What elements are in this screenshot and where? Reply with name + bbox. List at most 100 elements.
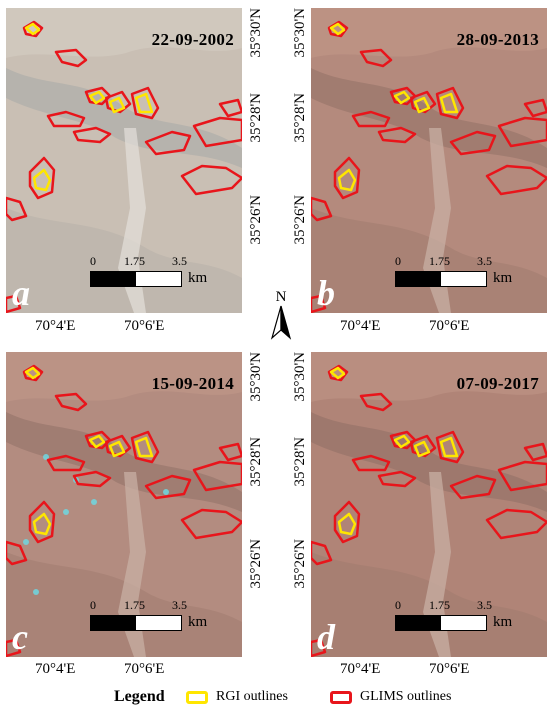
north-arrow-label: N: [276, 289, 287, 305]
glims-outline: [359, 48, 393, 68]
scale-tick-2: 3.5: [172, 254, 187, 268]
shadow-valley: [311, 68, 547, 168]
scale-bar-graphic: [395, 615, 487, 631]
glims-outline: [130, 430, 160, 464]
scale-tick-0: 0: [90, 254, 96, 268]
glims-outline: [6, 540, 28, 566]
valley-floor: [118, 128, 146, 313]
glims-outline: [449, 474, 497, 500]
legend-rgi-label: RGI outlines: [216, 689, 288, 704]
snow-patch: [63, 509, 69, 515]
lat-label-35-26-bottom-right: 35°26'N: [292, 539, 308, 589]
rgi-outline: [88, 434, 106, 449]
glims-outline: [46, 110, 86, 128]
snow-patch: [91, 499, 97, 505]
map-panel-d: 07-09-2017 d 0 1.75 3.5 km: [311, 352, 547, 657]
glims-outline: [497, 116, 547, 148]
glims-outline: [218, 98, 242, 118]
glims-outline: [449, 130, 497, 156]
rgi-outline: [134, 436, 154, 458]
glims-outline: [192, 460, 242, 492]
date-label-a: 22-09-2002: [151, 30, 234, 49]
glims-outline: [28, 156, 56, 200]
rgi-outline: [413, 440, 431, 458]
legend-title: Legend: [114, 688, 165, 705]
rgi-outline: [439, 436, 459, 458]
shadow-valley: [6, 412, 242, 512]
rgi-outline: [329, 22, 346, 36]
scale-bar-graphic: [395, 271, 487, 287]
lon-label-70-6-bottom-left: 70°6'E: [124, 661, 165, 677]
rgi-outline: [108, 96, 126, 114]
date-label-b: 28-09-2013: [456, 30, 539, 49]
lat-label-35-28-bottom-left: 35°28'N: [248, 437, 264, 487]
upper-ridge: [6, 352, 242, 402]
glims-outline: [523, 442, 547, 462]
panel-letter-c: c: [12, 617, 28, 657]
scale-bar-graphic: [90, 271, 182, 287]
glims-outline: [144, 130, 192, 156]
scale-tick-1: 1.75: [124, 254, 145, 268]
valley-floor: [423, 472, 451, 657]
north-arrow-left-half: [270, 305, 282, 340]
glims-outline: [485, 508, 547, 540]
glims-outline: [46, 454, 86, 472]
upper-ridge: [311, 352, 547, 402]
rgi-outline: [439, 92, 459, 114]
rgi-outline: [108, 440, 126, 458]
glims-outline: [351, 454, 391, 472]
scale-tick-1: 1.75: [124, 598, 145, 612]
date-label-d: 07-09-2017: [456, 374, 539, 393]
lat-label-35-28-top-left: 35°28'N: [248, 93, 264, 143]
glims-outline: [333, 500, 361, 544]
scale-bar-c: 0 1.75 3.5 km: [90, 598, 240, 642]
rgi-outline: [413, 96, 431, 114]
glims-outline: [6, 638, 22, 657]
rgi-outline: [337, 168, 357, 192]
glims-outline: [485, 164, 547, 196]
snow-patch: [23, 539, 29, 545]
lat-label-35-26-top-right: 35°26'N: [292, 195, 308, 245]
lon-label-70-4-top-left: 70°4'E: [35, 318, 76, 334]
scale-bar-graphic: [90, 615, 182, 631]
scale-tick-2: 3.5: [172, 598, 187, 612]
legend: Legend RGI outlines GLIMS outlines: [0, 686, 550, 710]
glims-outline: [359, 392, 393, 412]
rgi-outline: [393, 90, 411, 105]
panel-letter-d: d: [317, 617, 335, 657]
satellite-image-b: [311, 8, 547, 313]
glims-outline: [6, 196, 28, 222]
upper-ridge: [6, 8, 242, 58]
glims-outline: [311, 196, 333, 222]
map-panel-a: 22-09-2002 a 0 1.75 3.5 km: [6, 8, 242, 313]
shadow-valley: [6, 68, 242, 168]
rgi-outline: [32, 512, 52, 536]
valley-floor: [118, 472, 146, 657]
glims-outline: [351, 110, 391, 128]
scale-tick-0: 0: [90, 598, 96, 612]
glims-outline: [180, 508, 242, 540]
scale-unit: km: [188, 614, 208, 630]
lon-label-70-4-bottom-right: 70°4'E: [340, 661, 381, 677]
rgi-outline: [393, 434, 411, 449]
glims-outline: [192, 116, 242, 148]
glims-outline: [144, 474, 192, 500]
lat-label-35-30-top-left: 35°30'N: [248, 8, 264, 58]
scale-tick-1: 1.75: [429, 598, 450, 612]
glims-outline: [72, 470, 112, 488]
rgi-outline: [24, 22, 41, 36]
glims-outline: [54, 392, 88, 412]
legend-glims-swatch: [330, 691, 352, 704]
scale-tick-1: 1.75: [429, 254, 450, 268]
scale-unit: km: [188, 270, 208, 286]
snow-patch: [43, 454, 49, 460]
scale-unit: km: [493, 270, 513, 286]
glims-outline: [180, 164, 242, 196]
glims-outline: [218, 442, 242, 462]
lon-label-70-4-top-right: 70°4'E: [340, 318, 381, 334]
rgi-outline: [329, 366, 346, 380]
lon-label-70-4-bottom-left: 70°4'E: [35, 661, 76, 677]
lat-label-35-30-top-right: 35°30'N: [292, 8, 308, 58]
glims-outline: [377, 126, 417, 144]
rgi-outline: [24, 366, 41, 380]
